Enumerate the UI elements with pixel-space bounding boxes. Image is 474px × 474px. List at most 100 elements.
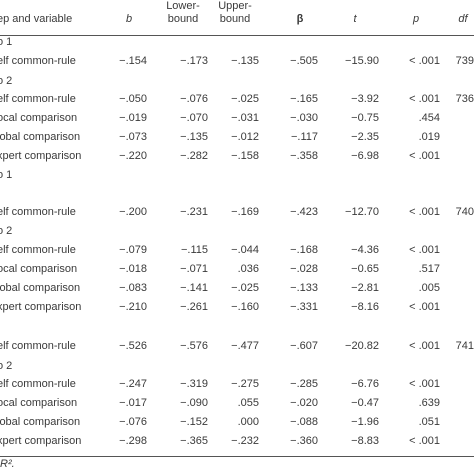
- cell-value: .055: [237, 397, 259, 409]
- cell-value: −.088: [290, 416, 318, 428]
- cell-value: −.133: [290, 282, 318, 294]
- cell-value: −.044: [231, 244, 259, 256]
- row-label: elf common-rule: [0, 206, 76, 218]
- cell-value: −.220: [119, 150, 147, 162]
- cell-value: < .001: [409, 206, 440, 218]
- row-label: xpert comparison: [0, 150, 82, 162]
- cell-value: −.073: [119, 131, 147, 143]
- cell-value: −12.70: [345, 206, 379, 218]
- cell-value: < .001: [409, 244, 440, 256]
- cell-value: −.071: [180, 263, 208, 275]
- cell-value: −8.16: [351, 301, 379, 313]
- column-header: Lower- bound: [166, 0, 200, 25]
- cell-value: −.031: [231, 112, 259, 124]
- cell-value: −.160: [231, 301, 259, 313]
- cell-value: −.083: [119, 282, 147, 294]
- cell-value: −6.98: [351, 150, 379, 162]
- cell-value: −3.92: [351, 93, 379, 105]
- cell-value: 741: [455, 340, 474, 352]
- cell-value: −.117: [290, 131, 318, 143]
- column-header: t: [353, 13, 357, 25]
- cell-value: −.079: [119, 244, 147, 256]
- cell-value: −.231: [180, 206, 208, 218]
- cell-value: −.365: [180, 435, 208, 447]
- cell-value: −.019: [119, 112, 147, 124]
- cell-value: −.025: [231, 93, 259, 105]
- row-label: ocal comparison: [0, 112, 78, 124]
- column-header: ep and variable: [0, 13, 73, 25]
- cell-value: .000: [237, 416, 259, 428]
- row-label: lobal comparison: [0, 416, 81, 428]
- column-header: df: [458, 13, 468, 25]
- cell-value: −4.36: [351, 244, 379, 256]
- cell-value: −.165: [290, 93, 318, 105]
- column-header: Upper- bound: [218, 0, 252, 25]
- cell-value: −.210: [119, 301, 147, 313]
- header-rule: [0, 35, 474, 36]
- cell-value: −.261: [180, 301, 208, 313]
- cell-value: .517: [418, 263, 440, 275]
- cell-value: −.012: [231, 131, 259, 143]
- cell-value: .454: [418, 112, 440, 124]
- cell-value: −.607: [290, 340, 318, 352]
- column-header: β: [296, 13, 304, 25]
- row-label: o 2: [0, 75, 13, 87]
- cell-value: −.173: [180, 55, 208, 67]
- cell-value: −.076: [119, 416, 147, 428]
- cell-value: .036: [237, 263, 259, 275]
- cell-value: −.135: [231, 55, 259, 67]
- cell-value: −.200: [119, 206, 147, 218]
- cell-value: −.576: [180, 340, 208, 352]
- cell-value: < .001: [409, 378, 440, 390]
- row-label: elf common-rule: [0, 340, 76, 352]
- cell-value: −.152: [180, 416, 208, 428]
- cell-value: −.526: [119, 340, 147, 352]
- cell-value: < .001: [409, 340, 440, 352]
- row-label: o 2: [0, 225, 13, 237]
- cell-value: < .001: [409, 301, 440, 313]
- footnote: R².: [0, 458, 15, 470]
- cell-value: < .001: [409, 55, 440, 67]
- cell-value: −0.65: [351, 263, 379, 275]
- cell-value: −.028: [290, 263, 318, 275]
- cell-value: −.050: [119, 93, 147, 105]
- cell-value: −.477: [231, 340, 259, 352]
- row-label: lobal comparison: [0, 282, 81, 294]
- cell-value: −.154: [119, 55, 147, 67]
- cell-value: −2.35: [351, 131, 379, 143]
- cell-value: −.018: [119, 263, 147, 275]
- cell-value: −.298: [119, 435, 147, 447]
- cell-value: −15.90: [345, 55, 379, 67]
- cell-value: −.423: [290, 206, 318, 218]
- cell-value: −.025: [231, 282, 259, 294]
- cell-value: −.070: [180, 112, 208, 124]
- cell-value: 740: [455, 206, 474, 218]
- cell-value: −.017: [119, 397, 147, 409]
- cell-value: −.141: [180, 282, 208, 294]
- cell-value: −.020: [290, 397, 318, 409]
- cell-value: .639: [418, 397, 440, 409]
- cell-value: −.158: [231, 150, 259, 162]
- cell-value: −.360: [290, 435, 318, 447]
- row-label: xpert comparison: [0, 435, 82, 447]
- cell-value: −.275: [231, 378, 259, 390]
- cell-value: −.282: [180, 150, 208, 162]
- cell-value: −.331: [290, 301, 318, 313]
- cell-value: < .001: [409, 435, 440, 447]
- column-header: p: [412, 13, 420, 25]
- cell-value: −.115: [180, 244, 208, 256]
- cell-value: −.247: [119, 378, 147, 390]
- row-label: ocal comparison: [0, 263, 78, 275]
- cell-value: −2.81: [351, 282, 379, 294]
- cell-value: 736: [455, 93, 474, 105]
- cell-value: −.090: [180, 397, 208, 409]
- row-label: xpert comparison: [0, 301, 82, 313]
- cell-value: −.505: [290, 55, 318, 67]
- cell-value: .019: [418, 131, 440, 143]
- cell-value: −.232: [231, 435, 259, 447]
- row-label: o 1: [0, 36, 13, 48]
- cell-value: −.358: [290, 150, 318, 162]
- cell-value: −.135: [180, 131, 208, 143]
- cell-value: −.285: [290, 378, 318, 390]
